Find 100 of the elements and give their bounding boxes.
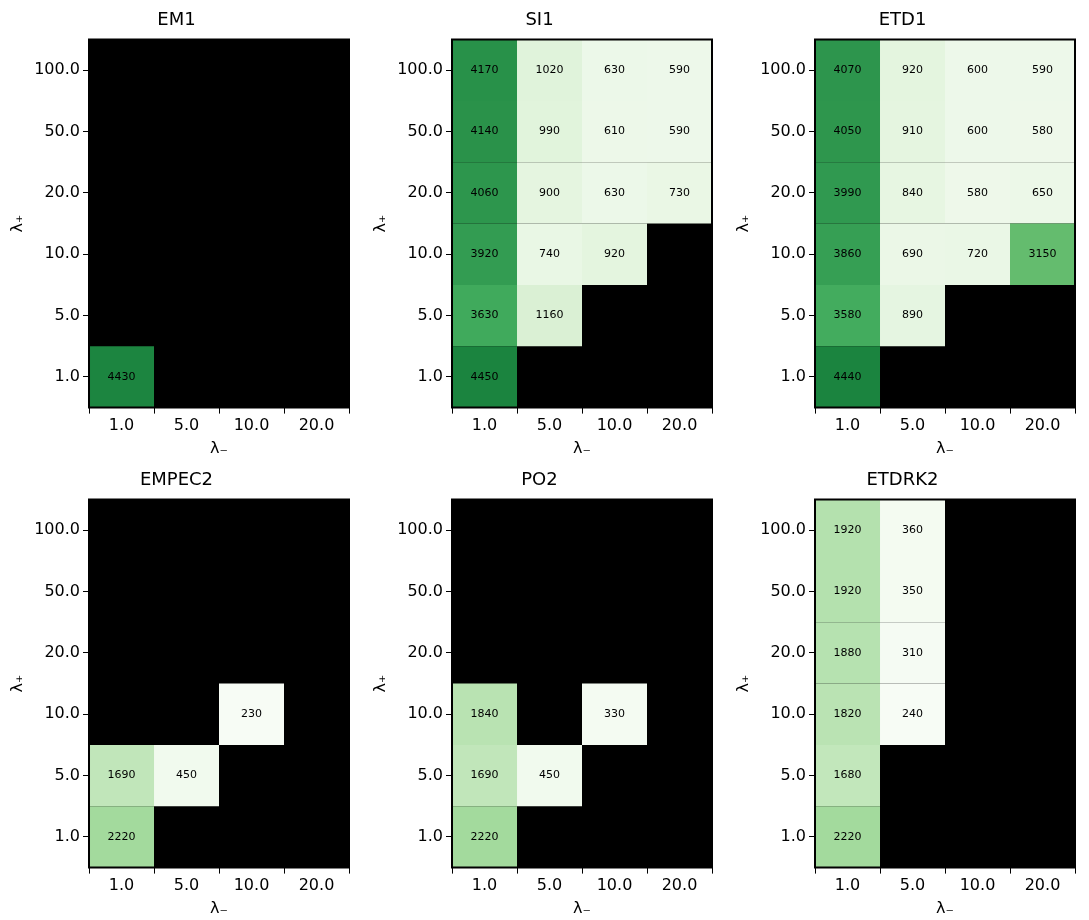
y-tick-label: 5.0 — [780, 764, 806, 784]
data-label: 3860 — [833, 247, 862, 261]
y-tick-label: 50.0 — [770, 580, 806, 600]
data-label: 1840 — [470, 707, 499, 721]
y-tick-label: 10.0 — [770, 703, 806, 723]
data-label: 360 — [902, 523, 923, 537]
data-label: 3630 — [470, 308, 499, 322]
data-label: 890 — [902, 308, 923, 322]
y-tick-label: 5.0 — [54, 764, 80, 784]
data-label: 690 — [902, 247, 923, 261]
data-label: 1020 — [535, 63, 564, 77]
y-tick-label: 100.0 — [760, 59, 806, 79]
x-tick-label: 10.0 — [959, 875, 996, 895]
data-label: 920 — [604, 247, 625, 261]
x-axis-title: λ₋ — [210, 437, 228, 457]
data-label: 610 — [604, 124, 625, 138]
data-label: 2220 — [470, 829, 499, 843]
data-label: 3150 — [1028, 247, 1057, 261]
y-tick-label: 20.0 — [770, 182, 806, 202]
data-label: 650 — [1032, 185, 1053, 199]
y-tick-label: 20.0 — [44, 642, 80, 662]
y-tick-label: 10.0 — [44, 243, 80, 263]
x-tick-label: 5.0 — [536, 415, 563, 435]
data-label: 900 — [539, 185, 560, 199]
y-tick-label: 100.0 — [760, 519, 806, 539]
y-tick-label: 1.0 — [417, 826, 443, 846]
y-tick-label: 10.0 — [407, 243, 443, 263]
data-label: 4050 — [833, 124, 862, 138]
x-tick-label: 10.0 — [596, 415, 633, 435]
data-label: 920 — [902, 63, 923, 77]
data-label: 4430 — [107, 369, 136, 383]
y-tick-label: 50.0 — [407, 580, 443, 600]
y-tick-label: 100.0 — [34, 519, 80, 539]
data-label: 4060 — [470, 185, 499, 199]
x-tick-label: 5.0 — [173, 875, 200, 895]
y-tick-label: 10.0 — [770, 243, 806, 263]
y-tick-label: 50.0 — [44, 120, 80, 140]
data-label: 350 — [902, 584, 923, 598]
x-axis-title: λ₋ — [936, 437, 954, 457]
x-tick-label: 10.0 — [959, 415, 996, 435]
y-tick-label: 10.0 — [44, 703, 80, 723]
y-tick-label: 50.0 — [44, 580, 80, 600]
x-tick-label: 5.0 — [899, 415, 926, 435]
x-tick-label: 5.0 — [899, 875, 926, 895]
y-tick-label: 20.0 — [44, 182, 80, 202]
y-tick-label: 1.0 — [780, 366, 806, 386]
x-axis-title: λ₋ — [573, 897, 591, 917]
y-tick-label: 50.0 — [770, 120, 806, 140]
data-label: 1160 — [535, 308, 564, 322]
data-label: 310 — [902, 645, 923, 659]
chart-title: PO2 — [521, 468, 558, 490]
x-tick-label: 1.0 — [471, 415, 498, 435]
x-axis-title: λ₋ — [936, 897, 954, 917]
data-label: 590 — [1032, 63, 1053, 77]
y-tick-label: 5.0 — [417, 764, 443, 784]
data-label: 4140 — [470, 124, 499, 138]
y-tick-label: 10.0 — [407, 703, 443, 723]
x-tick-label: 10.0 — [233, 415, 270, 435]
x-tick-label: 5.0 — [536, 875, 563, 895]
data-label: 2220 — [107, 829, 136, 843]
data-label: 3990 — [833, 185, 862, 199]
chart-title: EMPEC2 — [139, 468, 214, 490]
data-label: 1690 — [470, 768, 499, 782]
y-tick-label: 1.0 — [54, 826, 80, 846]
data-label: 730 — [669, 185, 690, 199]
x-tick-label: 1.0 — [834, 875, 861, 895]
y-tick-label: 100.0 — [397, 519, 443, 539]
chart-title: EM1 — [157, 8, 196, 30]
y-axis-title: λ₊ — [6, 674, 26, 693]
data-label: 590 — [669, 124, 690, 138]
data-label: 990 — [539, 124, 560, 138]
x-tick-label: 20.0 — [661, 875, 698, 895]
x-axis-title: λ₋ — [210, 897, 228, 917]
data-label: 4450 — [470, 369, 499, 383]
y-tick-label: 5.0 — [780, 304, 806, 324]
data-label: 840 — [902, 185, 923, 199]
data-label: 1690 — [107, 768, 136, 782]
x-tick-label: 20.0 — [298, 415, 335, 435]
y-tick-label: 5.0 — [54, 304, 80, 324]
data-label: 450 — [539, 768, 560, 782]
x-tick-label: 10.0 — [233, 875, 270, 895]
data-label: 580 — [1032, 124, 1053, 138]
data-label: 740 — [539, 247, 560, 261]
y-tick-label: 20.0 — [407, 642, 443, 662]
data-label: 3580 — [833, 308, 862, 322]
data-label: 4070 — [833, 63, 862, 77]
data-label: 630 — [604, 185, 625, 199]
data-label: 4440 — [833, 369, 862, 383]
y-axis-title: λ₊ — [369, 214, 389, 233]
data-label: 3920 — [470, 247, 499, 261]
data-label: 450 — [176, 768, 197, 782]
data-label: 590 — [669, 63, 690, 77]
data-label: 1920 — [833, 523, 862, 537]
y-tick-label: 20.0 — [770, 642, 806, 662]
x-tick-label: 5.0 — [173, 415, 200, 435]
y-tick-label: 1.0 — [780, 826, 806, 846]
x-tick-label: 1.0 — [108, 875, 135, 895]
y-axis-title: λ₊ — [6, 214, 26, 233]
data-label: 4170 — [470, 63, 499, 77]
x-tick-label: 20.0 — [661, 415, 698, 435]
